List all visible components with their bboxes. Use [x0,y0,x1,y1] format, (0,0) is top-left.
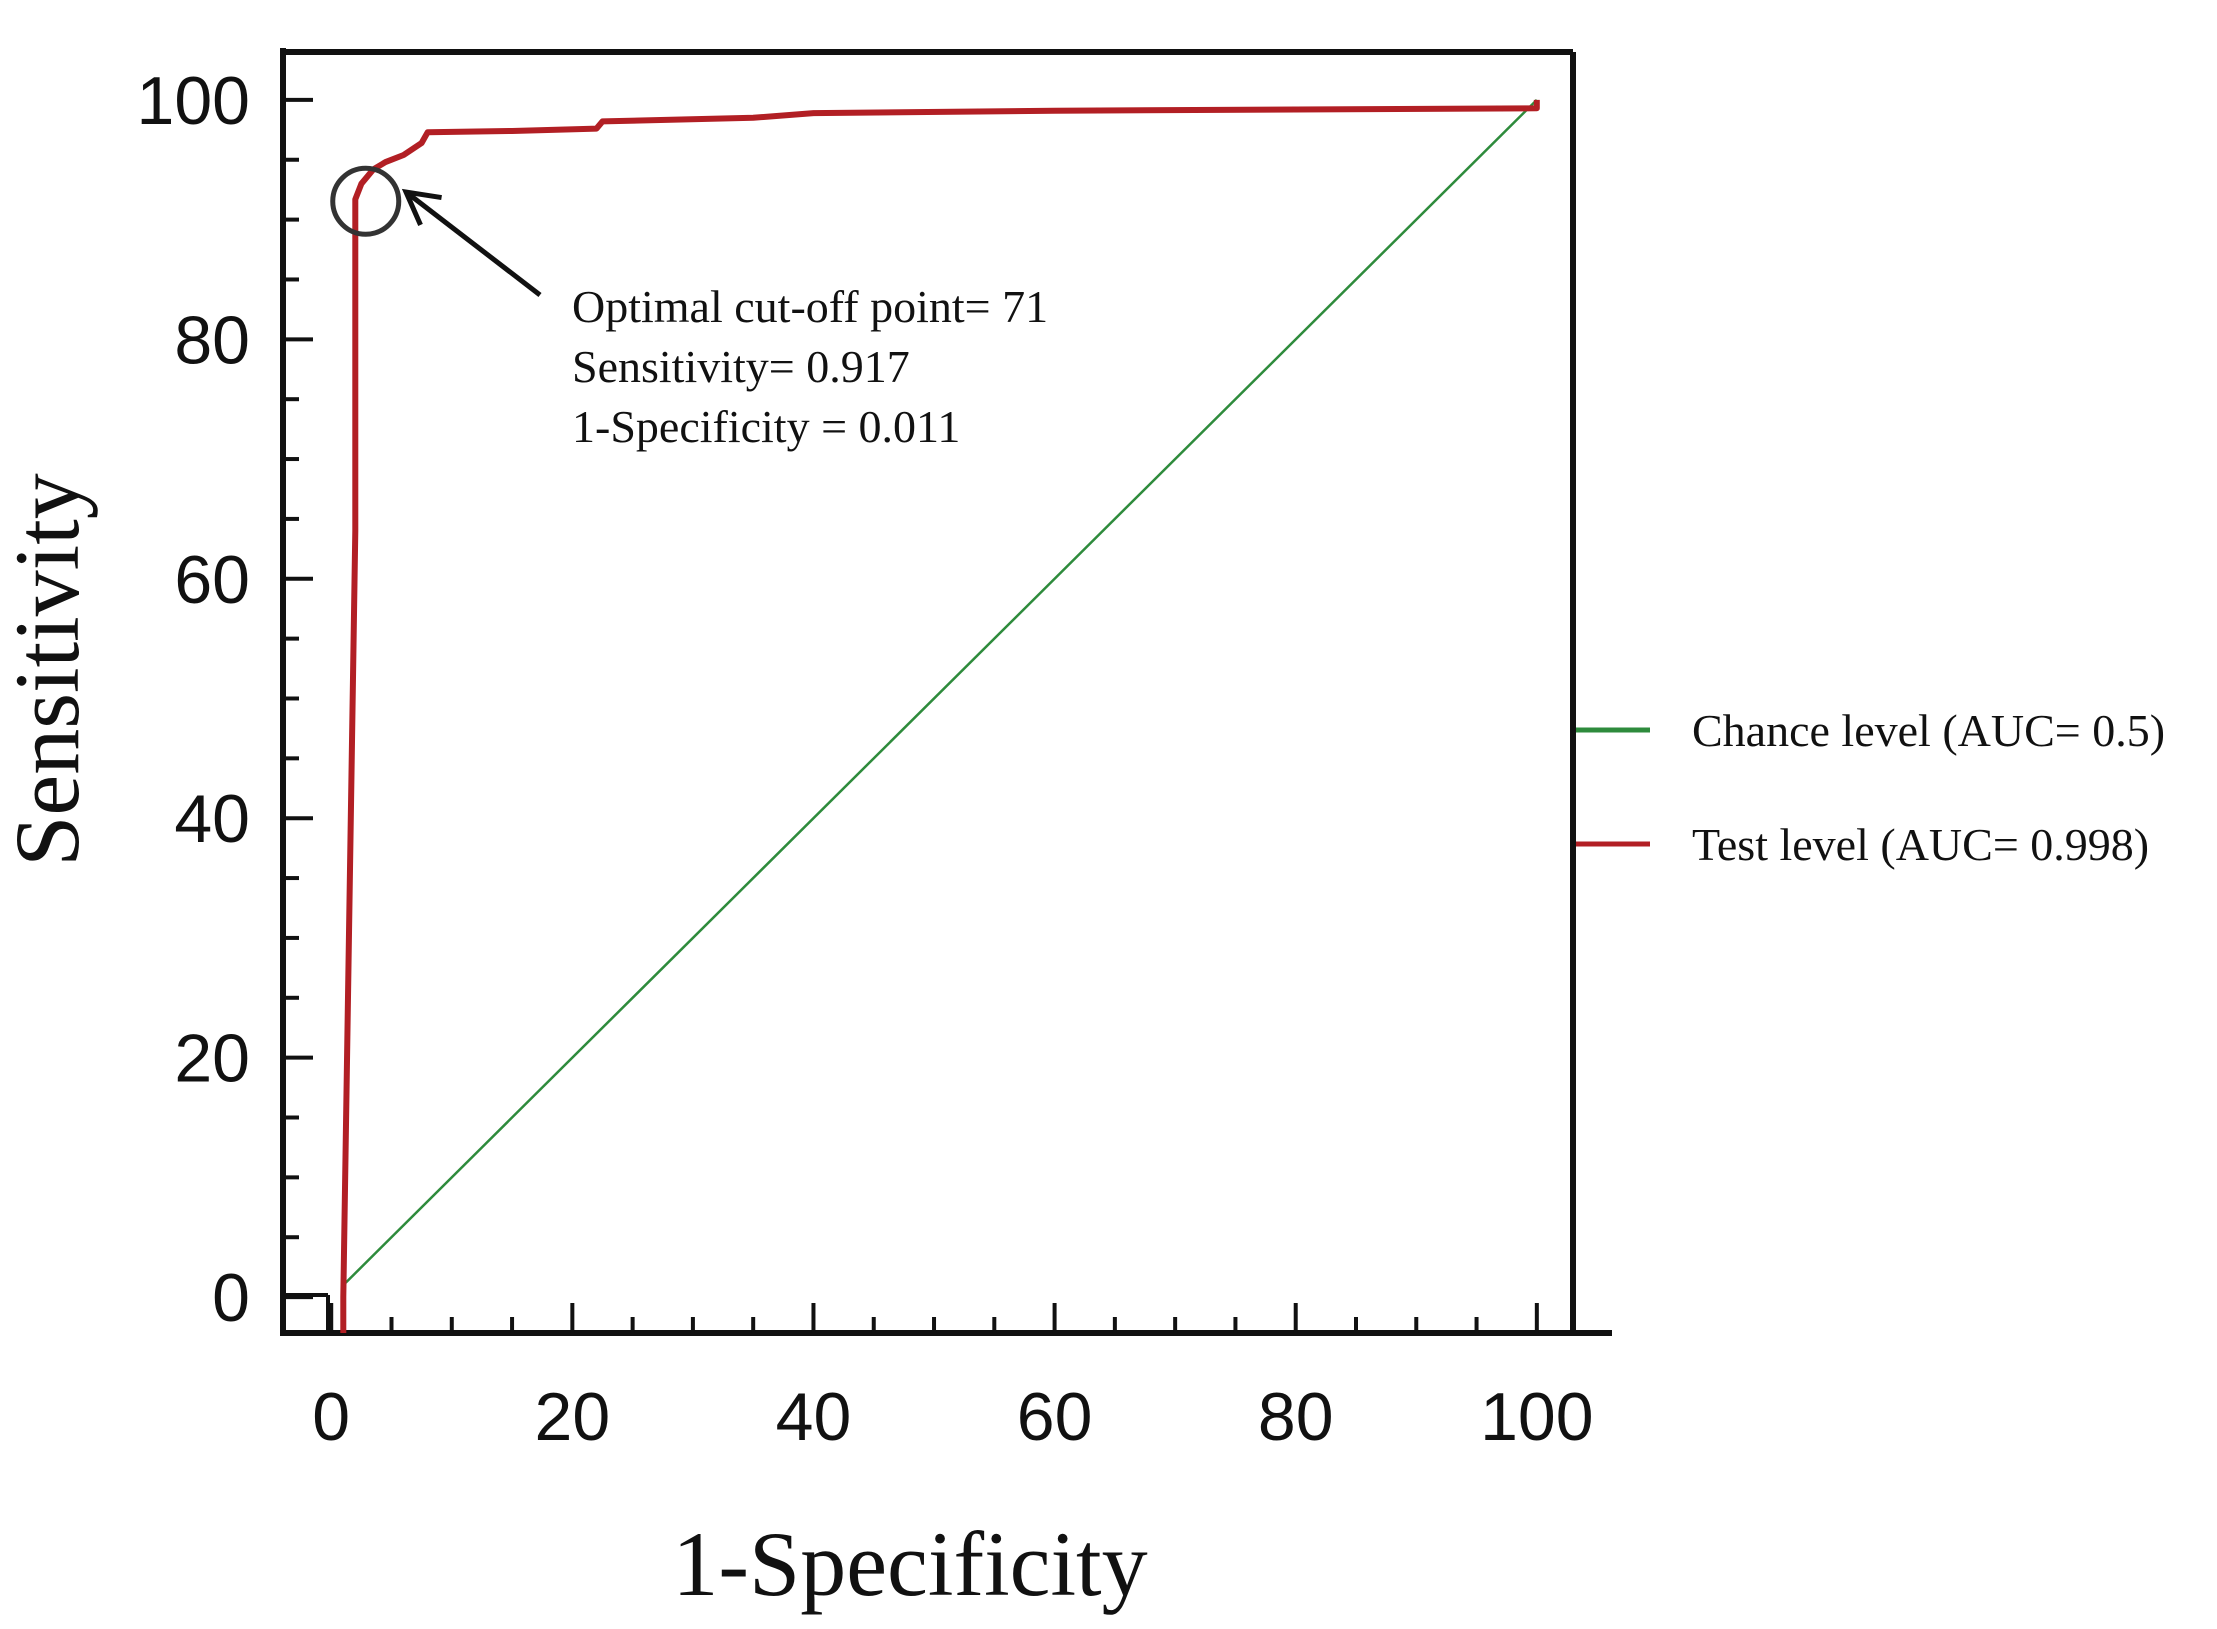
annotation-layer: Optimal cut-off point= 71 Sensitivity= 0.… [330,165,1048,452]
annotation-text-line: Sensitivity= 0.917 [572,341,910,392]
x-tick-label: 100 [1480,1379,1593,1455]
annotation-text-line: Optimal cut-off point= 71 [572,281,1048,332]
y-tick-label: 60 [174,542,250,618]
x-tick-label: 80 [1258,1379,1334,1455]
test-level-roc-curve [340,99,1540,1333]
annotation-arrow-head [401,188,442,226]
legend: Chance level (AUC= 0.5) Test level (AUC= … [1576,705,2165,870]
axis-ticks [283,97,1539,1333]
plot-frame [280,48,1612,1336]
x-axis-title: 1-Specificity [672,1513,1147,1615]
optimal-point-circle [330,165,402,237]
x-tick-label: 60 [1017,1379,1093,1455]
y-tick-label: 20 [174,1021,250,1097]
y-tick-label: 0 [212,1260,250,1336]
y-tick-label: 100 [137,63,250,139]
legend-label: Chance level (AUC= 0.5) [1692,705,2165,756]
x-tick-label: 20 [535,1379,611,1455]
y-axis-title: Sensitivity [0,473,98,867]
series-layer [340,99,1540,1333]
annotation-arrow-shaft [404,190,542,297]
x-tick-label: 40 [776,1379,852,1455]
legend-label: Test level (AUC= 0.998) [1692,819,2149,870]
annotation-text-line: 1-Specificity = 0.011 [572,401,960,452]
tick-labels: 0 20 40 60 80 100 0 20 40 60 80 100 [137,63,1594,1455]
x-tick-label: 0 [312,1379,350,1455]
y-tick-label: 40 [174,781,250,857]
y-tick-label: 80 [174,302,250,378]
chance-level-line [342,99,1538,1286]
